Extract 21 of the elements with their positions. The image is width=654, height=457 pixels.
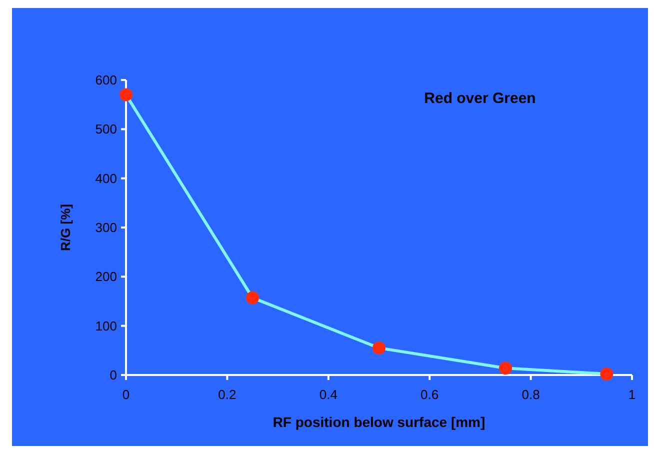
y-tick-label: 400	[95, 170, 117, 186]
y-tick-label: 500	[95, 122, 117, 137]
text: Red over Green	[424, 90, 536, 107]
point	[600, 368, 614, 381]
x-tick-label: 0.2	[218, 387, 236, 402]
x-tick-label: 0.4	[319, 387, 338, 402]
y-axis-title: R/G [%]	[58, 204, 73, 251]
point	[499, 362, 512, 375]
y-tick-label: 0	[110, 368, 117, 383]
x-axis-title: RF position below surface [mm]	[272, 414, 486, 430]
x-tick-label: 1	[628, 387, 636, 402]
y-tick-label: 600	[95, 72, 117, 88]
x-tick-label: 0.6	[420, 387, 439, 402]
point	[120, 88, 132, 102]
x-tick-label: 0	[122, 387, 130, 402]
point	[372, 341, 386, 354]
x-tick-label: 0.8	[522, 387, 540, 402]
y-tick-label: 100	[95, 318, 117, 334]
y-tick-label: 200	[95, 269, 117, 284]
point	[246, 291, 259, 304]
y-tick-label: 300	[95, 220, 117, 236]
